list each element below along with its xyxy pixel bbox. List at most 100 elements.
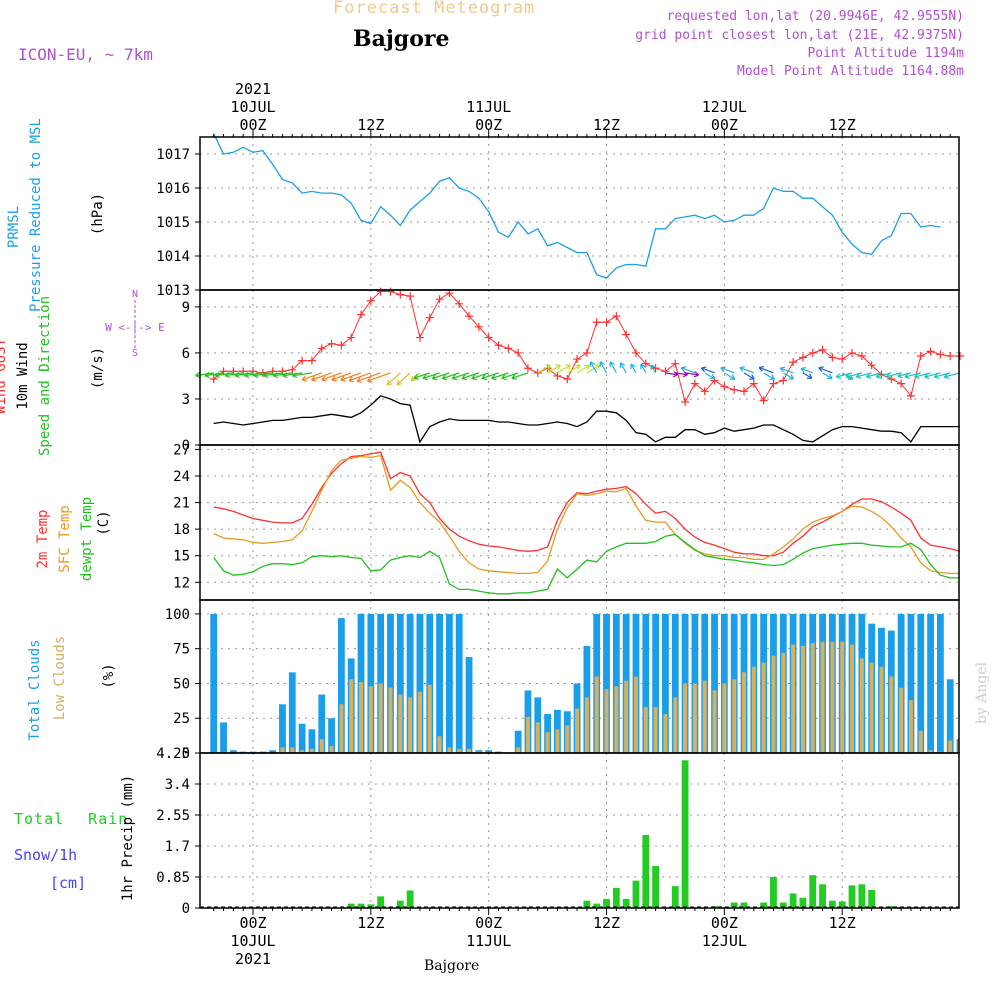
- time-label-top: 12Z: [829, 116, 856, 134]
- wind-direction-arrow: [537, 364, 551, 374]
- wind-direction-arrowhead: [609, 361, 615, 367]
- cloud-low-bar: [859, 658, 864, 753]
- cloud-low-bar: [879, 666, 884, 753]
- wind-direction-arrowhead: [243, 371, 250, 379]
- precip-rain-label: Total Rain: [14, 810, 129, 828]
- wind-gust-marker: [455, 299, 464, 308]
- precip-rain-bar: [671, 886, 679, 908]
- wind-gust-marker: [641, 359, 650, 368]
- wind-direction-arrowhead: [253, 372, 259, 379]
- cloud-low-bar: [457, 748, 462, 753]
- wind-gust-marker: [956, 351, 965, 360]
- wind-direction-arrow: [822, 372, 833, 380]
- time-label-top: 00Z: [711, 116, 738, 134]
- cloud-total-bar: [387, 613, 394, 753]
- precip-rain-bar: [642, 835, 650, 908]
- wind-direction-arrow: [665, 372, 678, 376]
- ytick-prec: 1.7: [165, 839, 190, 855]
- time-label-top: 11JUL: [466, 98, 511, 116]
- wind-gust-marker: [769, 379, 778, 388]
- wind-gust-marker: [465, 312, 474, 321]
- precip-rain-bar: [770, 877, 777, 908]
- wind-direction-arrowhead: [501, 374, 507, 381]
- wind-direction-arrowhead: [471, 374, 477, 381]
- wind-direction-arrowhead: [897, 372, 903, 379]
- cloud-low-bar: [800, 645, 805, 753]
- cloud-low-bar: [948, 740, 953, 753]
- wind-gust-marker: [563, 375, 572, 384]
- cloud-total-bar: [907, 613, 915, 753]
- cloud-low-bar: [692, 683, 697, 753]
- wind-gust-marker: [759, 396, 768, 405]
- cloud-low-bar: [791, 644, 796, 753]
- cloud-low-bar: [417, 691, 422, 753]
- wind-gust-marker: [887, 375, 896, 384]
- precip-rain-bar: [848, 885, 856, 908]
- ytick-cloud: 75: [173, 642, 190, 658]
- cloud-total-bar: [328, 718, 335, 753]
- wind-direction-arrow: [244, 372, 263, 377]
- cloud-low-bar: [751, 666, 756, 753]
- precip-rain-bar: [406, 890, 414, 908]
- cloud-low-bar: [408, 697, 413, 753]
- wind-direction-arrowhead: [788, 374, 795, 380]
- cloud-total-bar: [937, 613, 944, 753]
- wind-gust-line: [213, 291, 960, 404]
- wind-direction-arrow: [311, 372, 332, 381]
- precip-rain-bar: [367, 904, 375, 908]
- wind-direction-arrowhead: [214, 371, 221, 379]
- cloud-low-bar: [899, 687, 904, 753]
- cloud-low-bar: [545, 732, 550, 753]
- cloud-low-bar: [447, 747, 452, 753]
- wind-direction-arrow: [331, 372, 352, 381]
- precip-rain-bar: [681, 760, 689, 908]
- time-label-bottom: 00Z: [239, 914, 266, 932]
- cloud-total-bar: [455, 613, 463, 753]
- wind-direction-arrow: [348, 372, 372, 382]
- wind-direction-arrow: [215, 372, 234, 377]
- cloud-low-bar: [820, 641, 825, 753]
- cloud-low-bar: [810, 643, 815, 753]
- wind-gust-marker: [946, 351, 955, 360]
- cloud-low-bar: [761, 662, 766, 753]
- wind-direction-arrowhead: [367, 376, 373, 383]
- wind-gust-marker: [867, 361, 876, 370]
- wind-direction-arrow: [195, 372, 214, 377]
- wind-direction-arrow: [263, 372, 283, 377]
- time-label-bottom: 10JUL: [230, 932, 275, 950]
- panel-frame-temp: [199, 444, 960, 601]
- wind-direction-arrow: [681, 367, 696, 374]
- wind-direction-arrowhead: [340, 375, 346, 382]
- wind-direction-arrow: [273, 372, 293, 377]
- point-altitude: Point Altitude 1194m: [807, 46, 964, 61]
- precip-rain-bar: [652, 866, 660, 908]
- wind-gust-marker: [631, 348, 640, 357]
- wind-gust-marker: [386, 287, 395, 296]
- wind-direction-arrowhead: [301, 375, 308, 382]
- wind-direction-arrowhead: [779, 366, 786, 373]
- wind-direction-arrow: [609, 361, 617, 374]
- wind-direction-arrow: [576, 364, 590, 374]
- compass-south: S: [132, 348, 138, 359]
- wind-direction-arrow: [818, 367, 833, 374]
- cloud-low-bar: [427, 684, 432, 753]
- time-label-top: 12JUL: [702, 98, 747, 116]
- wind-direction-arrowhead: [204, 371, 210, 379]
- wind-direction-arrowhead: [263, 372, 269, 379]
- wind-gust-marker: [415, 333, 424, 342]
- ytick-cloud: 0: [182, 746, 190, 762]
- wind-direction-arrow: [589, 361, 598, 374]
- wind-direction-arrow: [501, 372, 519, 379]
- wind-direction-arrow: [253, 372, 273, 377]
- wind-gust-marker: [592, 318, 601, 327]
- wind-direction-arrowhead: [739, 366, 746, 372]
- wind-direction-arrowhead: [818, 366, 824, 373]
- wind-direction-arrow: [396, 372, 411, 386]
- frame-layer: [199, 136, 960, 909]
- cloud-low-bar: [467, 748, 472, 753]
- cloud-total-bar: [612, 613, 620, 753]
- cloud-total-bar: [220, 722, 227, 753]
- cloud-low-bar: [889, 676, 894, 753]
- wind-gust-marker: [366, 296, 375, 305]
